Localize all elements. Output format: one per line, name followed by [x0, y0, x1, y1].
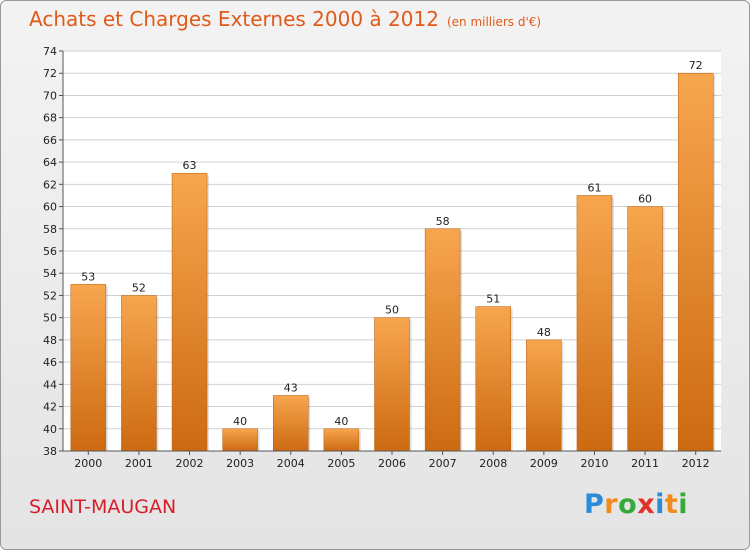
logo-letter: i [678, 489, 689, 520]
bar-2002 [171, 172, 208, 452]
commune-name: SAINT-MAUGAN [29, 496, 177, 518]
y-tick-label: 64 [43, 156, 57, 169]
y-tick-label: 48 [43, 334, 57, 347]
value-label-2008: 51 [486, 293, 500, 306]
logo-letter: t [664, 489, 679, 520]
bar-2003 [222, 428, 258, 452]
x-tick-label-2011: 2011 [631, 457, 659, 470]
value-label-2005: 40 [334, 415, 348, 428]
y-tick-label: 66 [43, 134, 57, 147]
x-tick-label-2003: 2003 [226, 457, 254, 470]
bar-2007 [424, 228, 461, 452]
y-tick-label: 38 [43, 445, 57, 458]
x-tick-label-2004: 2004 [277, 457, 305, 470]
value-label-2000: 53 [81, 270, 95, 283]
bar-2010 [576, 195, 613, 452]
chart-unit: (en milliers d'€) [446, 15, 542, 29]
x-tick-label-2010: 2010 [580, 457, 608, 470]
bar-2000 [70, 284, 107, 452]
x-tick-label-2006: 2006 [378, 457, 406, 470]
x-tick-label-2001: 2001 [125, 457, 153, 470]
value-label-2002: 63 [183, 159, 197, 172]
value-label-2009: 48 [537, 326, 551, 339]
value-label-2012: 72 [689, 59, 703, 72]
x-tick-label-2005: 2005 [327, 457, 355, 470]
y-tick-label: 74 [43, 45, 57, 58]
y-tick-label: 50 [43, 312, 57, 325]
logo-letter: i [655, 489, 665, 520]
bar-2011 [627, 206, 663, 452]
x-tick-label-2000: 2000 [74, 457, 102, 470]
bar-2001 [121, 295, 157, 452]
proxiti-logo: Proxiti [584, 489, 688, 520]
bar-2009 [526, 339, 562, 452]
x-tick-label-2002: 2002 [176, 457, 204, 470]
y-tick-label: 46 [43, 356, 57, 369]
y-tick-label: 52 [43, 289, 57, 302]
chart-title: Achats et Charges Externes 2000 à 2012 (e… [29, 7, 541, 31]
value-label-2007: 58 [436, 215, 450, 228]
logo-letter: o [618, 489, 638, 520]
y-tick-label: 42 [43, 401, 57, 414]
logo-letter: x [637, 489, 656, 520]
y-tick-label: 62 [43, 178, 57, 191]
value-label-2004: 43 [284, 381, 298, 394]
y-tick-label: 56 [43, 245, 57, 258]
bar-2006 [374, 317, 410, 452]
x-tick-label-2009: 2009 [530, 457, 558, 470]
value-label-2006: 50 [385, 304, 399, 317]
y-tick-label: 72 [43, 67, 57, 80]
bar-2012 [677, 72, 714, 452]
bar-2008 [475, 306, 511, 452]
value-label-2010: 61 [587, 181, 601, 194]
logo-letter: r [604, 489, 619, 520]
y-tick-label: 40 [43, 423, 57, 436]
y-tick-label: 54 [43, 267, 57, 280]
y-tick-label: 68 [43, 112, 57, 125]
value-label-2001: 52 [132, 281, 146, 294]
x-tick-label-2007: 2007 [429, 457, 457, 470]
x-tick-label-2008: 2008 [479, 457, 507, 470]
value-label-2003: 40 [233, 415, 247, 428]
y-tick-label: 70 [43, 89, 57, 102]
chart-title-text: Achats et Charges Externes 2000 à 2012 [29, 7, 439, 31]
x-tick-label-2012: 2012 [682, 457, 710, 470]
bar-2005 [323, 428, 360, 452]
value-label-2011: 60 [638, 193, 652, 206]
y-tick-label: 58 [43, 223, 57, 236]
y-tick-label: 44 [43, 378, 57, 391]
bar-2004 [273, 395, 309, 452]
y-tick-label: 60 [43, 201, 57, 214]
logo-letter: P [584, 489, 605, 520]
